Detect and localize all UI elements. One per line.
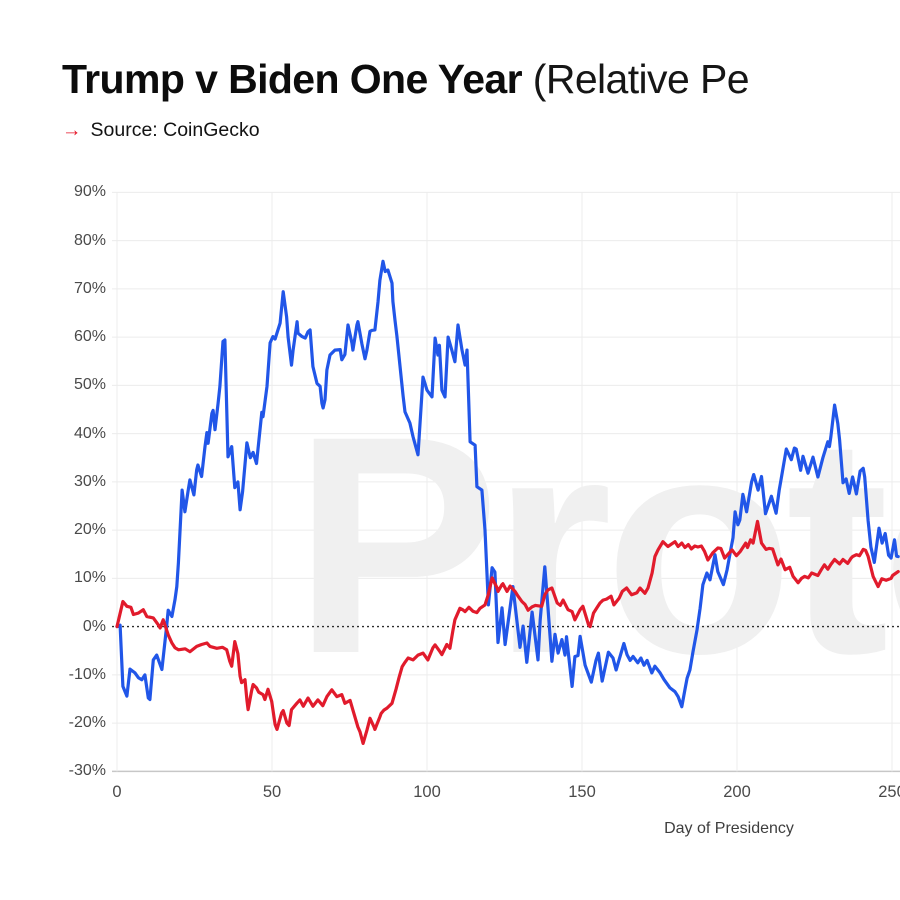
y-tick-label: 90% <box>73 183 106 200</box>
y-tick-label: 40% <box>73 425 106 442</box>
x-tick-label: 50 <box>262 783 282 801</box>
y-tick-label: 70% <box>73 280 106 297</box>
y-tick-label: 0% <box>82 618 106 635</box>
gridlines <box>112 191 900 773</box>
watermark-text: Protos <box>293 371 900 718</box>
source-text: Source: CoinGecko <box>90 119 260 141</box>
y-tick-label: 50% <box>73 376 106 393</box>
source-line: → Source: CoinGecko <box>62 119 260 142</box>
y-tick-label: -20% <box>68 714 106 731</box>
page-title-main: Trump v Biden One Year <box>62 56 523 102</box>
page-title: Trump v Biden One Year (Relative Pe <box>62 56 750 102</box>
x-axis-title: Day of Presidency <box>664 820 794 837</box>
page-title-paren: (Relative Pe <box>521 56 750 102</box>
series-line-red <box>115 519 900 745</box>
y-tick-label: 80% <box>73 232 106 249</box>
y-tick-label: 20% <box>73 521 106 538</box>
y-tick-label: -10% <box>68 666 106 683</box>
data-series <box>115 259 900 745</box>
y-tick-label: 60% <box>73 328 106 345</box>
x-tick-label: 250 <box>878 783 900 801</box>
x-tick-label: 200 <box>723 783 751 801</box>
source-arrow-icon: → <box>62 119 82 141</box>
x-tick-label: 150 <box>568 783 596 801</box>
y-tick-label: -30% <box>68 762 106 779</box>
series-line-blue <box>115 259 900 709</box>
x-tick-label: 0 <box>112 783 122 801</box>
y-tick-label: 30% <box>73 473 106 490</box>
x-tick-label: 100 <box>413 783 441 801</box>
y-tick-label: 10% <box>73 569 106 586</box>
